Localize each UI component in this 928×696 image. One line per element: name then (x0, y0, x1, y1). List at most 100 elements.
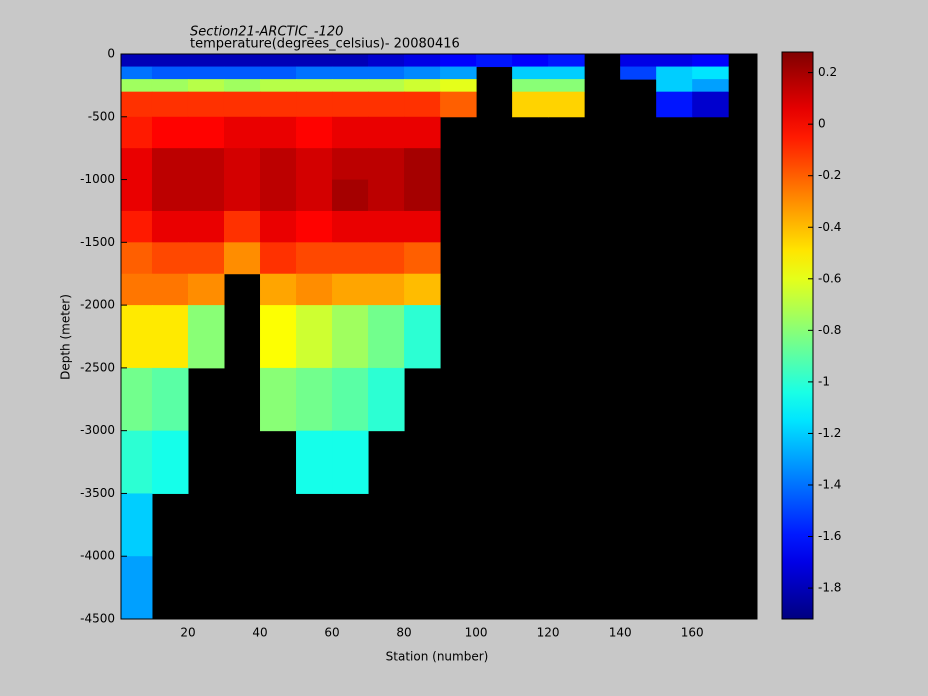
cell (151, 79, 189, 93)
cell (260, 79, 297, 93)
cell (260, 116, 297, 149)
cell (296, 148, 333, 181)
cell (548, 91, 585, 118)
y-tick-label: -500 (88, 109, 115, 123)
cell (296, 367, 333, 432)
cell (404, 66, 441, 80)
cell (368, 179, 405, 212)
cell (151, 91, 189, 118)
cell (404, 305, 441, 369)
x-tick-label: 120 (537, 626, 560, 640)
cell (620, 54, 657, 68)
cell (368, 242, 405, 275)
y-tick-label: -4500 (80, 612, 115, 626)
cell (121, 79, 153, 93)
cell (368, 116, 405, 149)
cell (151, 179, 189, 212)
colorbar-tick-label: -1 (818, 374, 830, 388)
cell (656, 66, 693, 80)
cell (476, 54, 513, 68)
cell (187, 66, 225, 80)
cell (656, 54, 693, 68)
cell (296, 179, 333, 212)
colorbar-tick-label: -1.4 (818, 477, 841, 491)
cell (548, 54, 585, 68)
cell (692, 91, 729, 118)
cell (332, 210, 369, 243)
cell (296, 79, 333, 93)
cell (512, 79, 549, 93)
y-tick-label: -3000 (80, 423, 115, 437)
colorbar-tick-label: -1.6 (818, 529, 841, 543)
cell (151, 116, 189, 149)
cell (260, 148, 297, 181)
x-tick-label: 20 (180, 626, 195, 640)
cell (223, 54, 261, 68)
cell (440, 66, 477, 80)
cell (121, 179, 153, 212)
cell (121, 242, 153, 275)
cell (223, 242, 261, 275)
cell (187, 242, 225, 275)
cell (121, 305, 153, 369)
cell (260, 367, 297, 432)
cell (332, 305, 369, 369)
colorbar-tick-label: -1.2 (818, 426, 841, 440)
cell (260, 66, 297, 80)
cell (121, 91, 153, 118)
cell (404, 54, 441, 68)
cell (332, 79, 369, 93)
cell (368, 367, 405, 432)
colorbar-tick-label: -1.8 (818, 581, 841, 595)
cell (332, 242, 369, 275)
cell (121, 210, 153, 243)
cell (440, 91, 477, 118)
cell (440, 79, 477, 93)
cell (296, 91, 333, 118)
cell (512, 54, 549, 68)
colorbar-tick-label: 0.2 (818, 65, 837, 79)
y-axis-label: Depth (meter) (59, 294, 73, 380)
cell (151, 305, 189, 369)
cell (121, 66, 153, 80)
cell (512, 66, 549, 80)
cell (332, 179, 369, 212)
cell (187, 305, 225, 369)
cell (260, 273, 297, 306)
cell (121, 273, 153, 306)
y-tick-label: -2000 (80, 298, 115, 312)
cell (187, 116, 225, 149)
cell (332, 116, 369, 149)
y-tick-label: -1500 (80, 235, 115, 249)
cell (692, 66, 729, 80)
chart-subtitle: temperature(degrees_celsius)- 20080416 (190, 37, 460, 52)
cell (368, 66, 405, 80)
cell (121, 556, 153, 619)
x-tick-label: 40 (252, 626, 267, 640)
cell (187, 210, 225, 243)
cell (296, 66, 333, 80)
cell (223, 66, 261, 80)
cell (440, 54, 477, 68)
cell (151, 273, 189, 306)
cells (121, 54, 729, 619)
cell (332, 273, 369, 306)
cell (296, 273, 333, 306)
cell (260, 179, 297, 212)
y-tick-label: -4000 (80, 549, 115, 563)
cell (151, 54, 189, 68)
cell (656, 91, 693, 118)
chart-title: Section21-ARCTIC_-120 (190, 25, 343, 40)
cell (151, 367, 189, 432)
colorbar-tick-label: -0.2 (818, 168, 841, 182)
cell (260, 54, 297, 68)
x-tick-label: 80 (396, 626, 411, 640)
cell (121, 148, 153, 181)
cell (296, 242, 333, 275)
y-tick-label: -1000 (80, 172, 115, 186)
cell (404, 116, 441, 149)
cell (332, 66, 369, 80)
cell (404, 91, 441, 118)
y-tick-label: -3500 (80, 486, 115, 500)
